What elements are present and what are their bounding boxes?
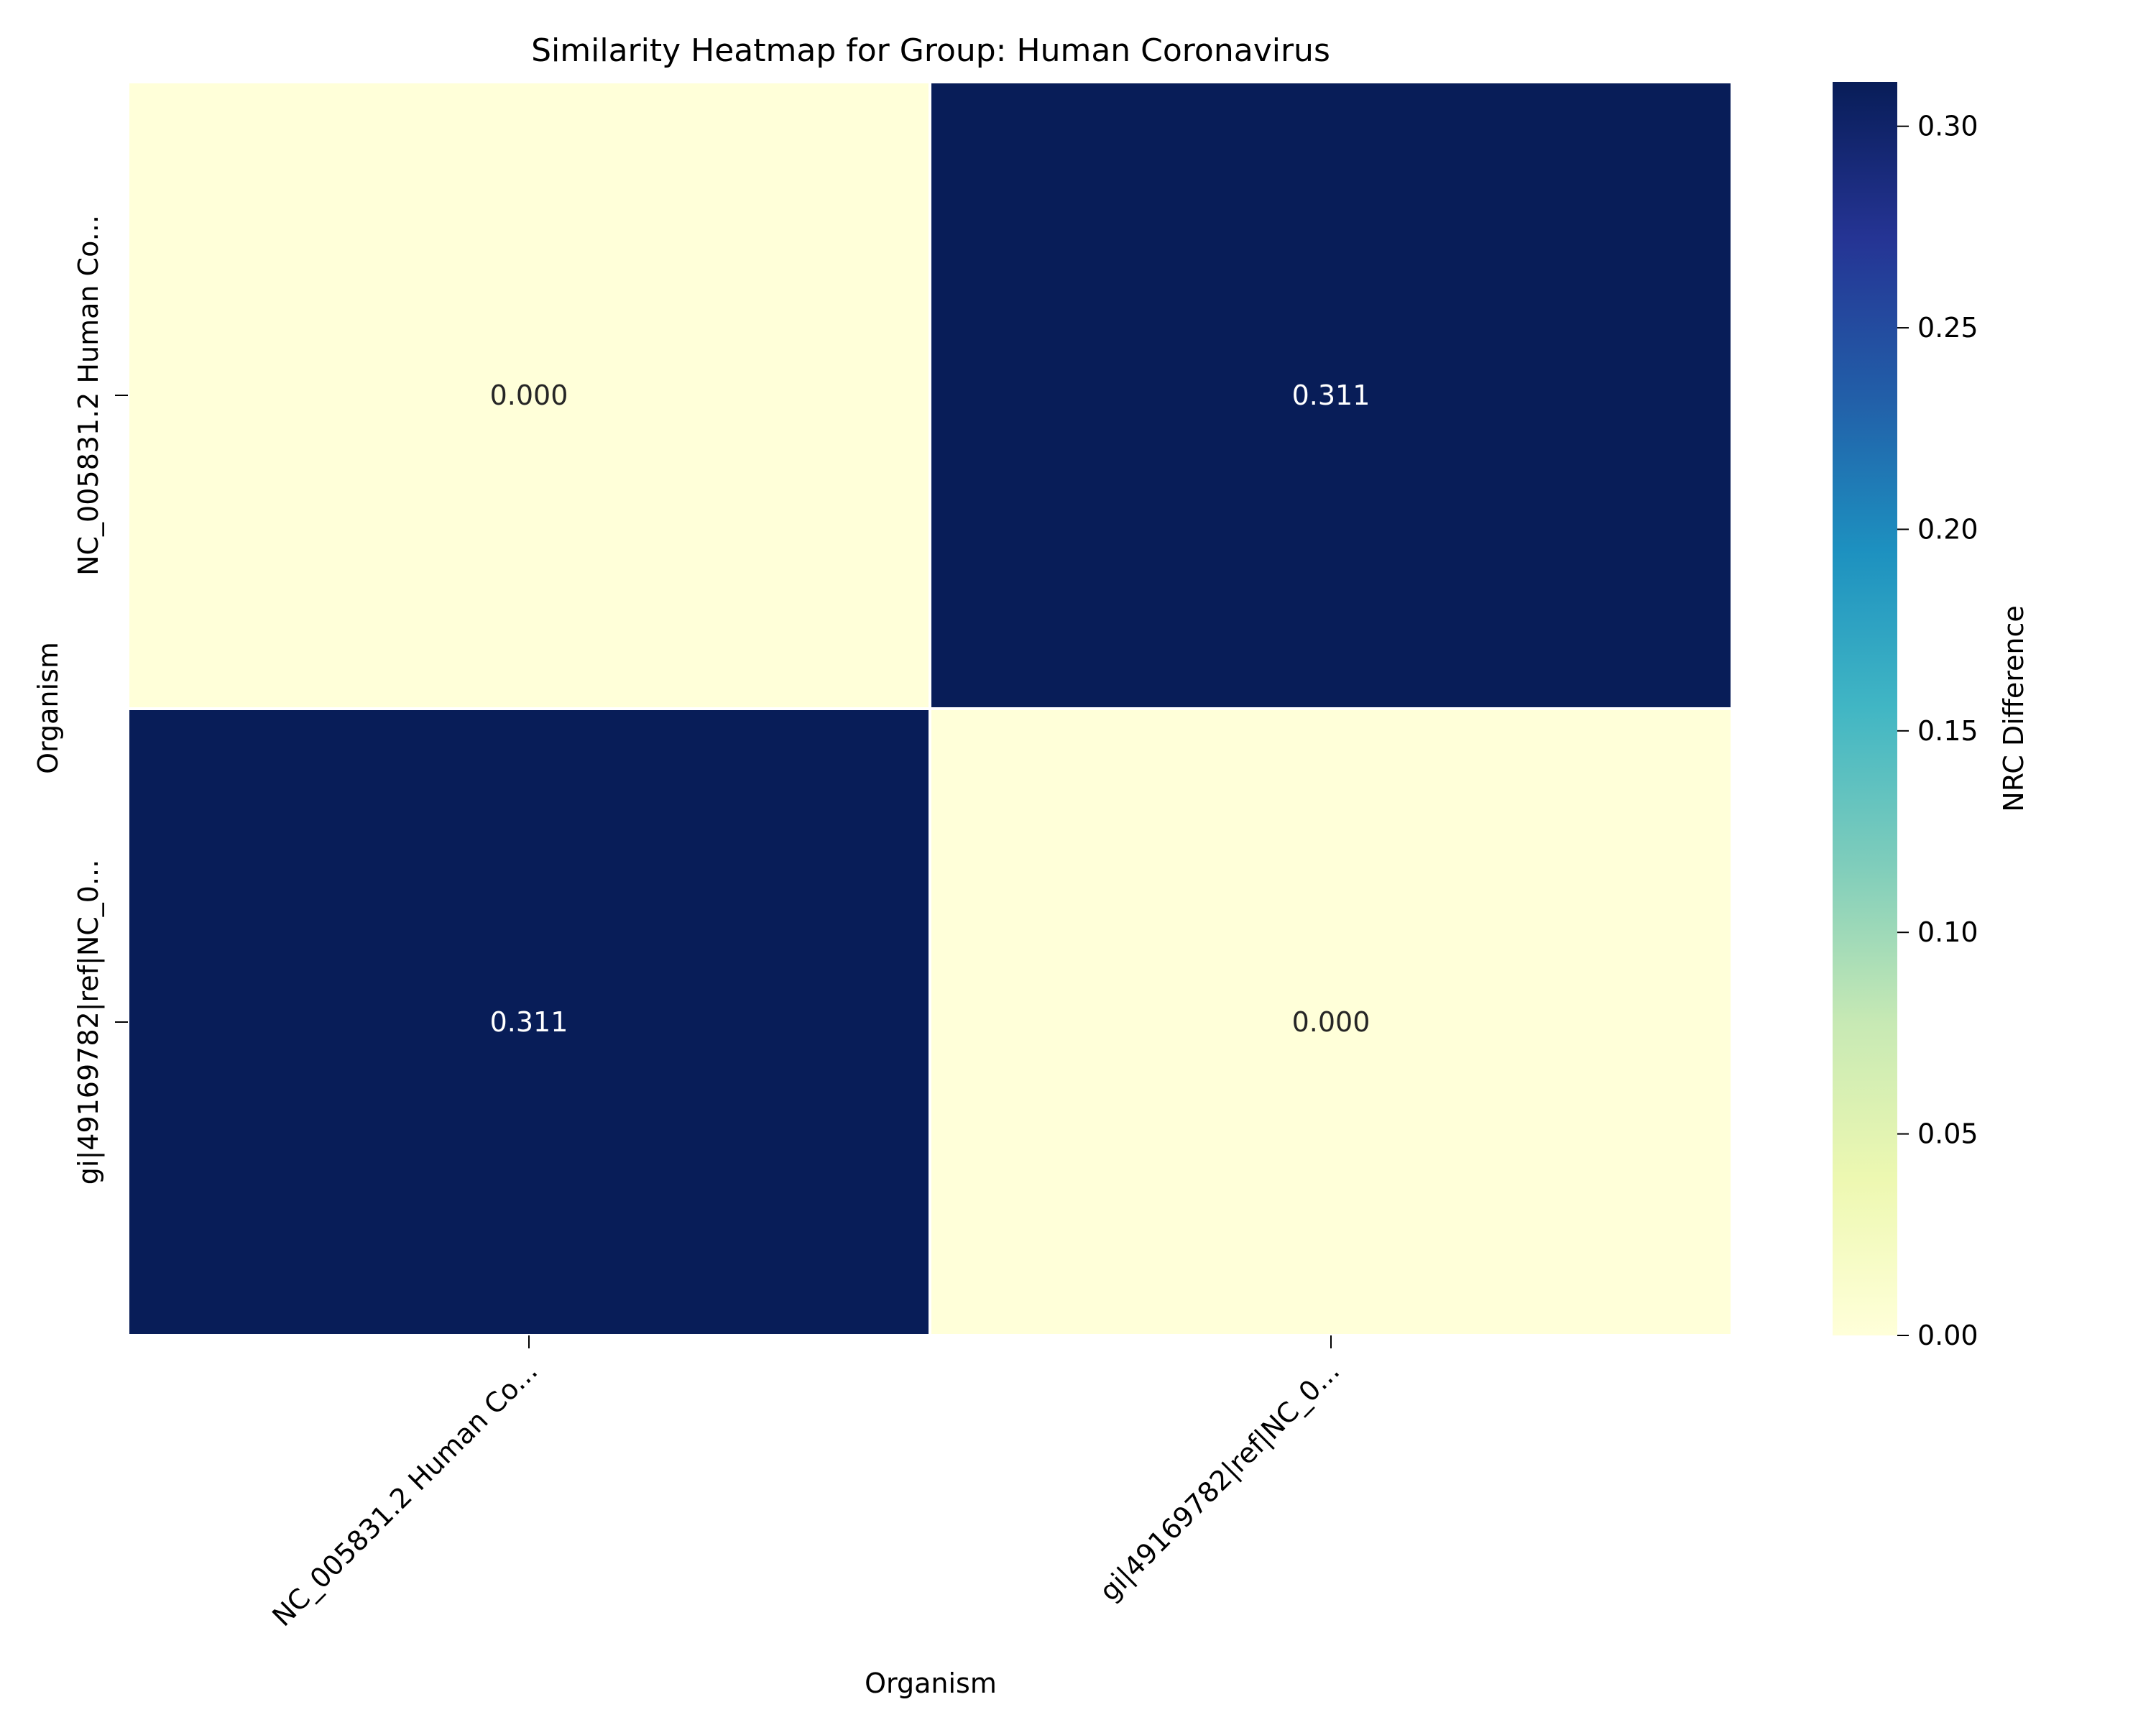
y-tick-label: NC_005831.2 Human Co...: [73, 215, 104, 576]
colorbar-tick-label: 0.10: [1917, 916, 1978, 948]
cell-value-label: 0.000: [1292, 1006, 1370, 1038]
x-tick-label: NC_005831.2 Human Co...: [266, 1355, 543, 1632]
colorbar-tick-label: 0.25: [1917, 312, 1978, 344]
colorbar-tick-label: 0.05: [1917, 1118, 1978, 1150]
cell-value-label: 0.311: [1292, 380, 1370, 411]
colorbar-gradient: [1833, 82, 1897, 1335]
colorbar-tick-label: 0.30: [1917, 111, 1978, 142]
colorbar-label: NRC Difference: [1998, 605, 2030, 811]
heatmap-cell: [929, 707, 1733, 1337]
colorbar-tick-label: 0.15: [1917, 715, 1978, 747]
heatmap-cell: [126, 707, 931, 1337]
heatmap-cell: [929, 80, 1733, 710]
colorbar-tick-label: 0.20: [1917, 513, 1978, 545]
x-tick-label: gi|49169782|ref|NC_0...: [1093, 1355, 1346, 1608]
heatmap-cell: [126, 80, 931, 710]
cell-value-label: 0.000: [490, 380, 568, 411]
x-axis-label: Organism: [865, 1668, 997, 1699]
chart-title: Similarity Heatmap for Group: Human Coro…: [531, 32, 1330, 69]
y-axis: NC_005831.2 Human Co... gi|49169782|ref|N…: [73, 215, 128, 1184]
y-axis-label: Organism: [32, 642, 64, 774]
colorbar-tick-label: 0.00: [1917, 1320, 1978, 1351]
y-tick-label: gi|49169782|ref|NC_0...: [73, 860, 105, 1184]
heatmap-cells: 0.000 0.311 0.311 0.000: [126, 80, 1733, 1337]
x-axis: NC_005831.2 Human Co... gi|49169782|ref|N…: [266, 1335, 1346, 1632]
colorbar: 0.00 0.05 0.10 0.15 0.20 0.25 0.30 NRC Differen…: [1833, 82, 2030, 1351]
cell-value-label: 0.311: [490, 1006, 568, 1038]
